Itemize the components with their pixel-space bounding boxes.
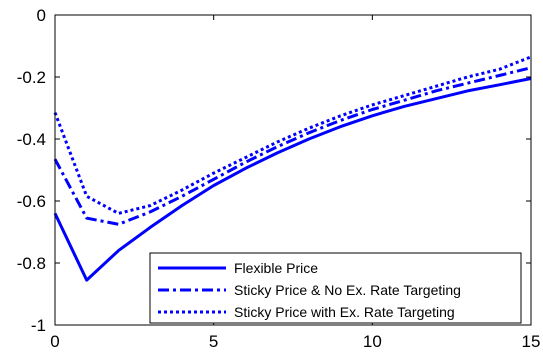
legend-label-2: Sticky Price & No Ex. Rate Targeting (234, 282, 461, 298)
legend-label-1: Flexible Price (234, 260, 318, 276)
x-tick-label: 10 (363, 332, 382, 351)
legend-box (149, 252, 522, 324)
legend: Flexible Price Sticky Price & No Ex. Rate… (149, 252, 522, 324)
y-tick-label: -0.4 (17, 130, 46, 149)
y-tick-label: -0.2 (17, 68, 46, 87)
plot-frame (54, 14, 532, 326)
legend-label-3: Sticky Price with Ex. Rate Targeting (234, 304, 455, 320)
series-line-2 (53, 66, 532, 226)
y-tick-label: 0 (37, 6, 46, 25)
series-layer (53, 55, 532, 282)
y-tick-label: -0.6 (17, 192, 46, 211)
series-line-1 (53, 77, 532, 282)
y-tick-label: -0.8 (17, 254, 46, 273)
x-tick-label: 15 (522, 332, 541, 351)
legend-items: Flexible Price Sticky Price & No Ex. Rate… (158, 260, 461, 320)
x-tick-label: 0 (50, 332, 59, 351)
axis-ticks: 0 5 10 15 0 -0.2 -0.4 -0.6 -0.8 -1 (17, 6, 541, 351)
y-tick-label: -1 (31, 316, 46, 335)
x-tick-label: 5 (209, 332, 218, 351)
